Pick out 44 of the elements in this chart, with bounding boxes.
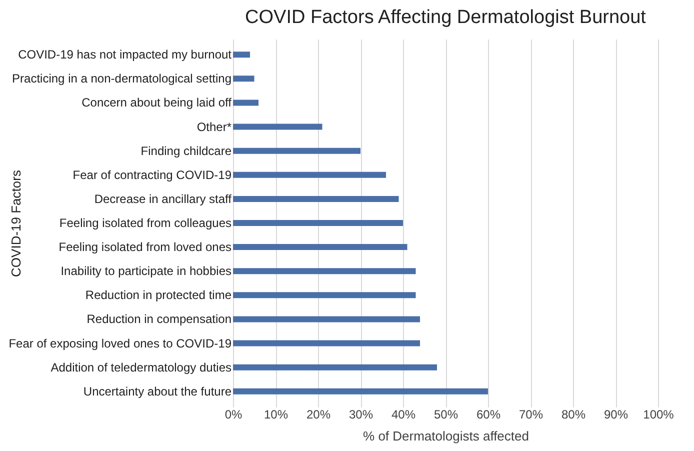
- bar: [233, 388, 488, 394]
- y-tick-label: COVID-19 has not impacted my burnout: [18, 48, 232, 62]
- x-tick-label: 70%: [518, 408, 544, 422]
- y-tick-label: Fear of exposing loved ones to COVID-19: [8, 336, 232, 350]
- bar: [233, 172, 386, 178]
- bar: [233, 52, 250, 58]
- y-axis-title: COVID-19 Factors: [8, 170, 24, 277]
- y-tick-label: Feeling isolated from loved ones: [58, 240, 232, 254]
- bar: [233, 76, 254, 82]
- x-tick-label: 80%: [561, 408, 586, 422]
- x-tick-label: 20%: [306, 408, 331, 422]
- y-tick-label: Inability to participate in hobbies: [60, 264, 232, 278]
- y-tick-label: Reduction in protected time: [85, 288, 232, 302]
- bar: [233, 292, 416, 298]
- x-tick-label: 30%: [348, 408, 374, 422]
- y-tick-label: Reduction in compensation: [86, 312, 232, 326]
- y-tick-label: Decrease in ancillary staff: [94, 192, 232, 206]
- y-tick-label: Practicing in a non-dermatological setting: [12, 72, 232, 86]
- bar: [233, 124, 322, 130]
- bar: [233, 220, 403, 226]
- bar: [233, 340, 420, 346]
- x-axis-title: % of Dermatologists affected: [363, 428, 529, 444]
- x-tick-label: 100%: [643, 408, 674, 422]
- x-tick-label: 60%: [476, 408, 501, 422]
- x-tick-label: 90%: [604, 408, 628, 422]
- y-tick-label: Concern about being laid off: [82, 96, 232, 110]
- chart-title: COVID Factors Affecting Dermatologist Burnout: [245, 7, 647, 28]
- bar: [233, 364, 437, 370]
- y-tick-label: Uncertainty about the future: [83, 384, 232, 398]
- y-tick-label: Other*: [196, 120, 232, 134]
- x-tick-label: 50%: [434, 408, 458, 422]
- bar: [233, 316, 420, 322]
- bar: [233, 268, 416, 274]
- bar: [233, 100, 258, 106]
- y-tick-label: Finding childcare: [140, 144, 232, 158]
- bar: [233, 196, 399, 202]
- bar: [233, 148, 360, 154]
- x-tick-label: 10%: [264, 408, 288, 422]
- y-tick-label: Addition of teledermatology duties: [50, 360, 232, 374]
- x-tick-label: 40%: [391, 408, 416, 422]
- y-tick-label: Fear of contracting COVID-19: [72, 168, 232, 182]
- x-tick-label: 0%: [224, 408, 242, 422]
- bar: [233, 244, 408, 250]
- y-tick-label: Feeling isolated from colleagues: [59, 216, 232, 230]
